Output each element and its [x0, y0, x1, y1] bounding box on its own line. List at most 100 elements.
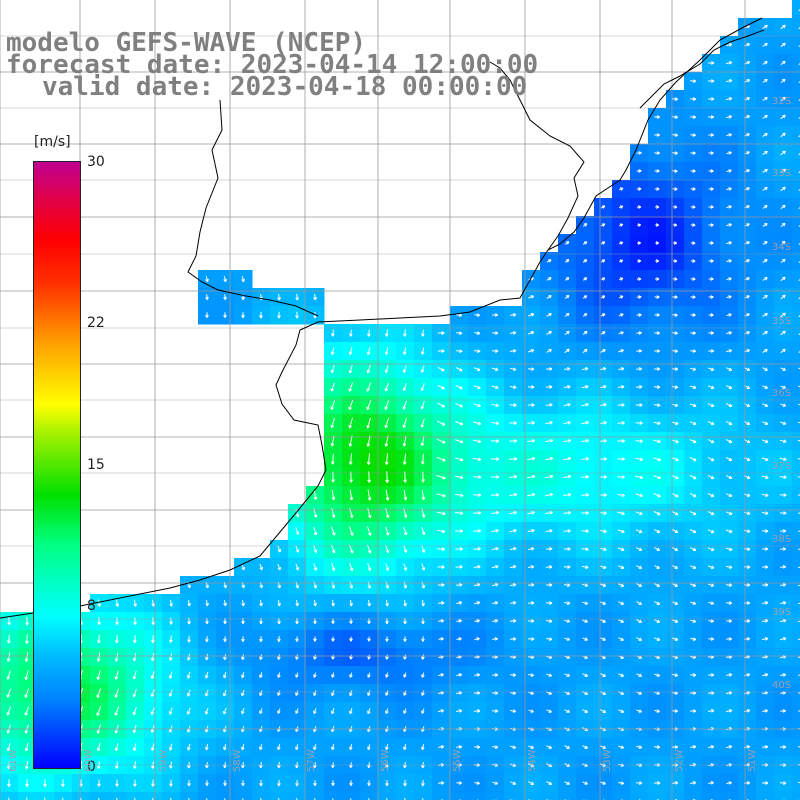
- field-cell: [0, 792, 19, 800]
- wind-arrow: [456, 637, 462, 641]
- wind-arrow: [546, 313, 552, 317]
- wind-arrow: [636, 565, 643, 569]
- wind-arrow: [762, 132, 768, 138]
- wind-arrow: [581, 475, 589, 479]
- wind-arrow: [169, 779, 173, 787]
- field-cell: [558, 792, 577, 800]
- lagoon-coast: [639, 29, 765, 109]
- field-cell: [792, 90, 800, 109]
- wind-arrow: [690, 277, 696, 281]
- wind-arrow: [205, 600, 209, 607]
- wind-arrow: [348, 382, 354, 392]
- wind-arrow: [223, 636, 227, 642]
- wind-arrow: [545, 565, 553, 569]
- wind-arrow: [24, 688, 30, 698]
- wind-arrow: [708, 187, 714, 191]
- wind-arrow: [708, 241, 714, 245]
- wind-arrow: [671, 421, 679, 426]
- wind-arrow: [349, 636, 353, 642]
- wind-arrow: [671, 492, 679, 498]
- wind-arrow: [25, 616, 29, 626]
- wind-arrow: [384, 382, 389, 392]
- wind-arrow: [222, 707, 227, 715]
- wind-arrow: [205, 653, 209, 661]
- wind-arrow: [726, 295, 732, 299]
- wind-arrow: [96, 706, 102, 716]
- wind-arrow: [780, 222, 786, 227]
- field-cell: [540, 792, 559, 800]
- field-cell: [792, 666, 800, 685]
- field-cell: [684, 792, 703, 800]
- wind-arrow: [563, 492, 572, 497]
- wind-arrow: [24, 670, 29, 680]
- wind-arrow: [780, 745, 787, 749]
- wind-arrow: [673, 259, 678, 263]
- wind-arrow: [690, 709, 697, 713]
- wind-arrow: [402, 453, 407, 465]
- wind-arrow: [762, 97, 768, 101]
- wind-arrow: [636, 601, 643, 605]
- wind-arrow: [762, 367, 768, 371]
- wind-arrow: [654, 673, 661, 677]
- wind-arrow: [762, 583, 769, 587]
- wind-arrow: [672, 97, 679, 101]
- wind-arrow: [563, 565, 571, 569]
- wind-arrow: [169, 617, 173, 625]
- wind-arrow: [528, 709, 534, 713]
- wind-arrow: [635, 511, 643, 516]
- wind-arrow: [762, 745, 769, 749]
- wind-arrow: [726, 619, 732, 623]
- wind-arrow: [366, 382, 372, 392]
- wind-arrow: [403, 690, 407, 696]
- field-cell: [720, 792, 739, 800]
- wind-arrow: [491, 528, 499, 533]
- wind-arrow: [186, 707, 191, 715]
- wind-arrow: [762, 259, 768, 263]
- wind-arrow: [654, 619, 661, 623]
- wind-arrow: [780, 385, 786, 389]
- wind-arrow: [472, 457, 482, 462]
- wind-arrow: [780, 547, 787, 551]
- wind-arrow: [726, 169, 732, 173]
- wind-arrow: [654, 547, 661, 551]
- wind-arrow: [437, 601, 445, 605]
- wind-arrow: [454, 493, 464, 498]
- wind-arrow: [726, 349, 733, 353]
- wind-arrow: [367, 599, 371, 607]
- latitude-label: 36S: [772, 388, 792, 399]
- wind-arrow: [455, 583, 463, 587]
- wind-arrow: [618, 187, 624, 191]
- field-cell: [792, 0, 800, 19]
- wind-arrow: [655, 241, 659, 245]
- wind-arrow: [223, 654, 227, 661]
- wind-arrow: [421, 545, 426, 553]
- wind-arrow: [672, 331, 678, 335]
- wind-arrow: [690, 745, 697, 749]
- wind-arrow: [654, 637, 661, 641]
- wind-arrow: [421, 563, 426, 571]
- wind-arrow: [420, 365, 425, 373]
- wind-arrow: [403, 599, 407, 607]
- wind-arrow: [581, 402, 589, 407]
- wind-arrow: [150, 653, 155, 662]
- wind-arrow: [421, 526, 426, 536]
- wind-arrow: [725, 403, 733, 408]
- wind-arrow: [510, 619, 517, 623]
- scale-tick-label: 22: [87, 315, 105, 332]
- field-cell: [792, 396, 800, 415]
- wind-arrow: [798, 171, 800, 174]
- wind-arrow: [508, 457, 518, 461]
- wind-arrow: [780, 96, 786, 102]
- wind-arrow: [455, 366, 463, 372]
- longitude-label: 59W: [158, 749, 169, 772]
- wind-arrow: [564, 330, 570, 336]
- wind-arrow: [331, 708, 335, 715]
- wind-arrow: [366, 453, 371, 465]
- wind-arrow: [98, 797, 100, 800]
- wind-arrow: [491, 403, 499, 408]
- wind-arrow: [169, 599, 173, 607]
- wind-arrow: [223, 276, 227, 283]
- wind-arrow: [313, 545, 318, 554]
- field-cell: [360, 792, 379, 800]
